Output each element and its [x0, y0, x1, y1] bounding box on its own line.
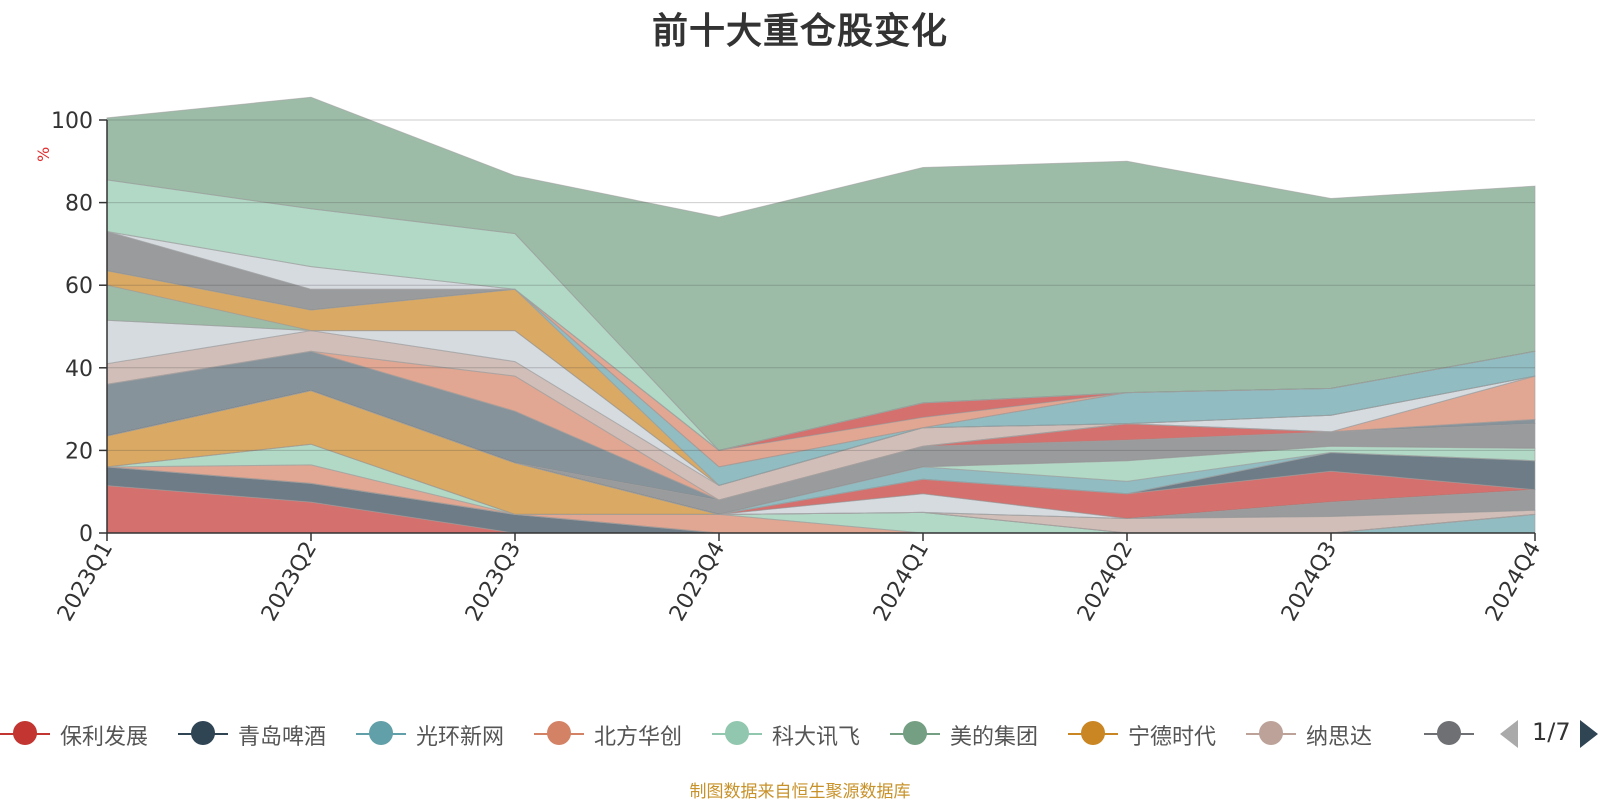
legend-label: 保利发展	[60, 725, 149, 750]
legend-label: 光环新网	[416, 725, 505, 750]
y-tick-label: 0	[79, 522, 93, 547]
area-series-layer	[106, 96, 1536, 534]
x-tick-label: 2023Q2	[257, 538, 322, 626]
x-tick-label: 2024Q4	[1481, 538, 1546, 626]
legend-page-indicator: 1/7	[1532, 718, 1571, 746]
x-tick-label: 2024Q1	[869, 538, 934, 626]
x-tick-label: 2024Q3	[1277, 538, 1342, 626]
y-axis-unit-label: %	[34, 147, 53, 162]
legend-circle-icon	[903, 721, 927, 745]
y-tick-label: 40	[65, 357, 93, 382]
x-tick-label: 2023Q3	[461, 538, 526, 626]
legend-circle-icon	[1081, 721, 1105, 745]
source-note: 制图数据来自恒生聚源数据库	[689, 782, 911, 802]
area-series-30[interactable]	[106, 96, 1536, 451]
grid-lines	[107, 119, 1535, 451]
legend-label: 纳思达	[1306, 725, 1373, 750]
x-tick-label: 2024Q2	[1073, 538, 1138, 626]
x-tick-label: 2023Q1	[53, 538, 118, 626]
y-tick-label: 80	[65, 192, 93, 217]
x-tick-label: 2023Q4	[665, 538, 730, 626]
legend-circle-icon	[1259, 721, 1283, 745]
legend-label: 科大讯飞	[772, 725, 861, 750]
legend-label: 青岛啤酒	[238, 725, 327, 750]
chart-title: 前十大重仓股变化	[651, 11, 948, 52]
legend-circle-icon	[547, 721, 571, 745]
y-tick-label: 60	[65, 274, 93, 299]
legend-circle-icon	[191, 721, 215, 745]
y-tick-label: 20	[65, 439, 93, 464]
legend-circle-icon	[13, 721, 37, 745]
legend-circle-icon	[369, 721, 393, 745]
legend: 保利发展青岛啤酒光环新网北方华创科大讯飞美的集团宁德时代纳思达胜宏科技	[0, 713, 1480, 753]
legend-label: 美的集团	[950, 725, 1039, 750]
legend-circle-icon	[725, 721, 749, 745]
y-tick-label: 100	[51, 109, 93, 134]
legend-prev-page-icon[interactable]	[1500, 720, 1518, 748]
legend-label: 北方华创	[594, 725, 683, 750]
legend-label: 宁德时代	[1128, 725, 1217, 750]
legend-circle-icon	[1437, 721, 1461, 745]
legend-next-page-icon[interactable]	[1580, 720, 1598, 748]
